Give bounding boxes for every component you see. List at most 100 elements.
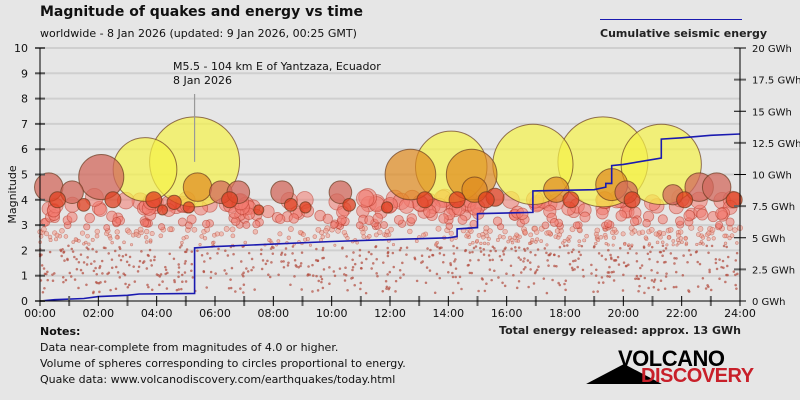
minor-quake-dot [547,253,551,257]
minor-quake-dot [359,287,362,291]
minor-quake-dot [626,251,630,255]
minor-quake-dot [612,270,615,274]
minor-quake-dot [196,249,199,253]
minor-quake-dot [183,262,187,265]
minor-quake-dot [180,244,183,247]
minor-quake-dot [399,276,402,280]
minor-quake-dot [127,263,131,267]
minor-quake-dot [110,240,114,245]
minor-quake-dot [515,286,519,290]
minor-quake-dot [663,287,667,290]
minor-quake-dot [243,240,247,245]
minor-quake-dot [519,271,523,274]
minor-quake-dot [67,244,70,248]
minor-quake-dot [696,260,700,264]
minor-quake-dot [359,281,363,285]
minor-quake-dot [79,268,83,272]
minor-quake-dot [386,273,389,276]
minor-quake-dot [592,290,595,294]
minor-quake-dot [706,230,712,236]
minor-quake-dot [678,236,683,241]
minor-quake-dot [198,243,202,247]
minor-quake-dot [482,241,487,245]
minor-quake-dot [247,251,251,255]
minor-quake-dot [300,251,304,254]
minor-quake-dot [250,257,254,261]
minor-quake-dot [252,266,255,269]
minor-quake-dot [514,249,518,253]
minor-quake-dot [451,291,455,295]
minor-quake-dot [522,260,525,263]
minor-quake-dot [266,259,269,263]
minor-quake-dot [149,259,153,262]
minor-quake-dot [223,269,226,272]
minor-quake-dot [709,288,713,292]
x-tick-label: 08:00 [257,307,289,320]
minor-quake-dot [695,250,699,253]
minor-quake-dot [242,274,245,278]
minor-quake-dot [414,239,419,243]
minor-quake-dot [513,246,517,249]
minor-quake-dot [388,286,391,289]
minor-quake-dot [722,233,728,239]
x-tick-label: 22:00 [666,307,698,320]
minor-quake-dot [618,246,622,250]
minor-quake-dot [288,226,294,232]
minor-quake-dot [539,239,544,244]
minor-quake-dot [672,285,676,289]
minor-quake-bubble [715,220,724,229]
minor-quake-dot [655,240,660,245]
minor-quake-bubble [140,218,149,228]
minor-quake-dot [456,281,460,285]
minor-quake-dot [629,230,635,236]
minor-quake-dot [264,262,268,266]
minor-quake-dot [149,230,155,237]
minor-quake-dot [48,250,52,254]
minor-quake-dot [383,232,389,238]
minor-quake-dot [311,290,314,293]
minor-quake-bubble [252,220,261,229]
minor-quake-dot [528,241,532,246]
minor-quake-dot [503,284,507,288]
minor-quake-dot [119,258,123,262]
minor-quake-dot [350,277,353,280]
minor-quake-dot [180,240,184,245]
minor-quake-bubble [406,213,417,224]
minor-quake-bubble [242,221,251,229]
minor-quake-dot [108,236,113,241]
minor-quake-dot [270,261,273,264]
minor-quake-dot [597,281,601,284]
minor-quake-dot [529,268,532,271]
y2-tick-label: 15 GWh [752,107,792,118]
minor-quake-dot [110,258,114,261]
minor-quake-bubble [438,213,449,224]
minor-quake-dot [328,282,331,286]
minor-quake-dot [701,276,705,280]
minor-quake-dot [361,234,366,239]
minor-quake-dot [567,251,570,255]
minor-quake-dot [277,231,283,237]
minor-quake-dot [735,287,738,290]
minor-quake-dot [523,257,526,260]
minor-quake-dot [449,237,454,242]
y2-tick-label: 12.5 GWh [752,139,800,150]
minor-quake-dot [175,288,179,292]
minor-quake-dot [183,250,187,254]
minor-quake-dot [674,285,678,289]
minor-quake-dot [501,250,505,253]
minor-quake-dot [86,247,90,251]
minor-quake-dot [147,254,150,258]
y-tick-label: 8 [21,93,28,106]
quake-bubble [725,191,743,209]
minor-quake-dot [581,268,585,272]
minor-quake-dot [252,229,259,235]
minor-quake-dot [127,283,131,287]
quake-bubbles [34,116,743,216]
minor-quake-dot [364,291,368,295]
minor-quake-dot [394,279,398,283]
notes: Notes: Data near-complete from magnitude… [40,324,406,388]
minor-quake-dot [426,247,429,250]
minor-quake-dot [464,248,468,252]
minor-quake-dot [643,291,646,295]
minor-quake-dot [420,254,424,257]
